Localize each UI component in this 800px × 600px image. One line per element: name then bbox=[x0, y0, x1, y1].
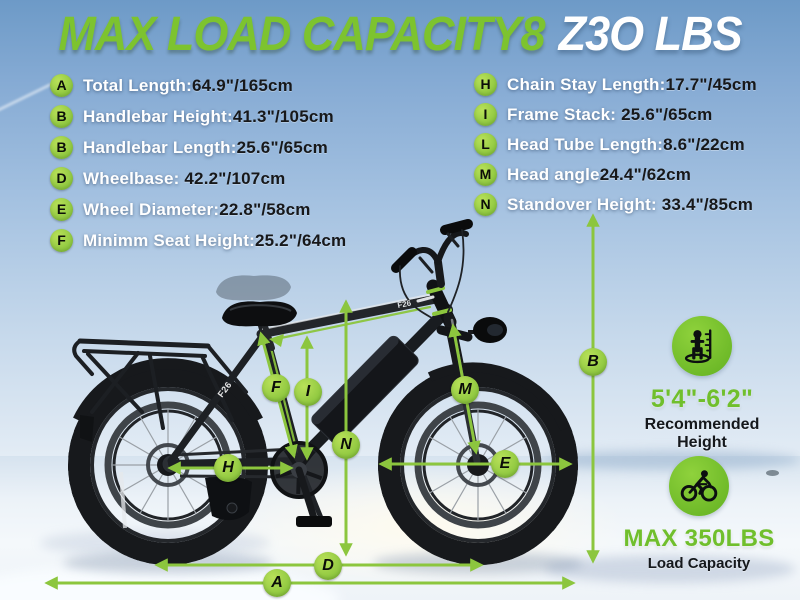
page-title: MAX LOAD CAPACITY8 Z3O LBS bbox=[0, 6, 800, 62]
spec-label: Frame Stack: bbox=[507, 104, 622, 124]
spec-item: E Wheel Diameter:22.8"/58cm bbox=[50, 198, 346, 221]
frame-logo-toptube: F26 bbox=[397, 298, 413, 310]
rear-rack bbox=[72, 338, 248, 430]
spec-value: 25.6"/65cm bbox=[621, 104, 713, 124]
spec-value: 17.7"/45cm bbox=[665, 74, 757, 94]
marker-n: N bbox=[332, 431, 360, 459]
spec-value: 64.9"/165cm bbox=[191, 75, 293, 95]
spec-label: Wheelbase: bbox=[83, 168, 185, 188]
mudflap bbox=[80, 415, 94, 442]
spec-item: B Handlebar Length:25.6"/65cm bbox=[50, 136, 346, 159]
marker-d: D bbox=[314, 552, 342, 580]
marker-h: H bbox=[214, 454, 242, 482]
spec-value: 42.2"/107cm bbox=[184, 168, 286, 188]
spec-label: Head Tube Length: bbox=[507, 134, 664, 154]
spec-label: Total Length: bbox=[83, 75, 192, 95]
spec-value: 25.2"/64cm bbox=[254, 230, 347, 250]
marker-i: I bbox=[294, 378, 322, 406]
spec-label: Standover Height: bbox=[507, 194, 662, 214]
marker-a: A bbox=[263, 569, 291, 597]
spec-letter-badge: B bbox=[50, 136, 73, 159]
spec-letter-badge: E bbox=[50, 198, 73, 221]
spec-value: 24.4"/62cm bbox=[599, 164, 692, 184]
spec-label: Minimm Seat Height: bbox=[83, 230, 255, 250]
marker-e: E bbox=[491, 450, 519, 478]
spec-letter-badge: N bbox=[474, 193, 497, 216]
marker-b: B bbox=[579, 348, 607, 376]
spec-item: M Head angle24.4"/62cm bbox=[474, 163, 757, 186]
spec-letter-badge: D bbox=[50, 167, 73, 190]
saddle-highlight bbox=[229, 304, 292, 312]
spec-item: I Frame Stack: 25.6"/65cm bbox=[474, 103, 757, 126]
spec-list-right: H Chain Stay Length:17.7"/45cm I Frame S… bbox=[474, 73, 757, 223]
cyclist-icon bbox=[669, 456, 729, 516]
fender-stay bbox=[119, 471, 127, 529]
spec-value: 25.6"/65cm bbox=[236, 137, 328, 157]
spec-list-left: A Total Length:64.9"/165cm B Handlebar H… bbox=[50, 74, 346, 260]
toptube-arrowhead bbox=[269, 334, 284, 347]
spec-item: F Minimm Seat Height:25.2"/64cm bbox=[50, 229, 346, 252]
load-capacity-value: MAX 350LBS bbox=[623, 525, 775, 552]
spec-letter-badge: L bbox=[474, 133, 497, 156]
ghost-saddle bbox=[216, 275, 291, 301]
spec-value: 41.3"/105cm bbox=[232, 106, 334, 126]
person-height-ruler-icon bbox=[672, 316, 732, 376]
distant-object bbox=[766, 470, 779, 476]
recommended-height-badge: 5'4"-6'2" Recommended Height bbox=[622, 316, 782, 452]
recommended-height-label-1: Recommended bbox=[644, 416, 760, 433]
title-white-text: Z3O LBS bbox=[558, 5, 743, 61]
spec-label: Wheel Diameter: bbox=[83, 199, 220, 219]
marker-f: F bbox=[262, 374, 290, 402]
spec-letter-badge: B bbox=[50, 105, 73, 128]
recommended-height-label-2: Height bbox=[677, 434, 727, 451]
spec-letter-badge: H bbox=[474, 73, 497, 96]
horizon-band bbox=[540, 450, 800, 470]
derailleur bbox=[205, 476, 252, 521]
pedal bbox=[296, 516, 332, 527]
recommended-height-value: 5'4"-6'2" bbox=[650, 385, 754, 413]
jockey-wheel bbox=[226, 502, 238, 514]
spec-item: D Wheelbase: 42.2"/107cm bbox=[50, 167, 346, 190]
crank-arm bbox=[295, 466, 318, 522]
rear-fender bbox=[73, 358, 263, 423]
spec-label: Head angle bbox=[507, 164, 600, 184]
marker-m: M bbox=[451, 376, 479, 404]
spec-letter-badge: I bbox=[474, 103, 497, 126]
spec-item: L Head Tube Length:8.6"/22cm bbox=[474, 133, 757, 156]
load-capacity-badge: MAX 350LBS Load Capacity bbox=[619, 456, 779, 573]
spec-letter-badge: M bbox=[474, 163, 497, 186]
handlebar bbox=[391, 219, 473, 319]
spec-item: A Total Length:64.9"/165cm bbox=[50, 74, 346, 97]
spec-item: N Standover Height: 33.4"/85cm bbox=[474, 193, 757, 216]
spec-letter-badge: F bbox=[50, 229, 73, 252]
spec-value: 8.6"/22cm bbox=[663, 134, 745, 154]
spec-item: B Handlebar Height:41.3"/105cm bbox=[50, 105, 346, 128]
headlight-lens bbox=[487, 324, 503, 336]
spec-label: Handlebar Height: bbox=[83, 106, 233, 126]
spec-value: 33.4"/85cm bbox=[661, 194, 754, 214]
spec-item: H Chain Stay Length:17.7"/45cm bbox=[474, 73, 757, 96]
spec-value: 22.8"/58cm bbox=[219, 199, 311, 219]
spec-label: Handlebar Length: bbox=[83, 137, 237, 157]
load-capacity-label: Load Capacity bbox=[647, 555, 751, 572]
spec-letter-badge: A bbox=[50, 74, 73, 97]
spec-label: Chain Stay Length: bbox=[507, 74, 666, 94]
title-green-text: MAX LOAD CAPACITY8 bbox=[58, 5, 545, 61]
